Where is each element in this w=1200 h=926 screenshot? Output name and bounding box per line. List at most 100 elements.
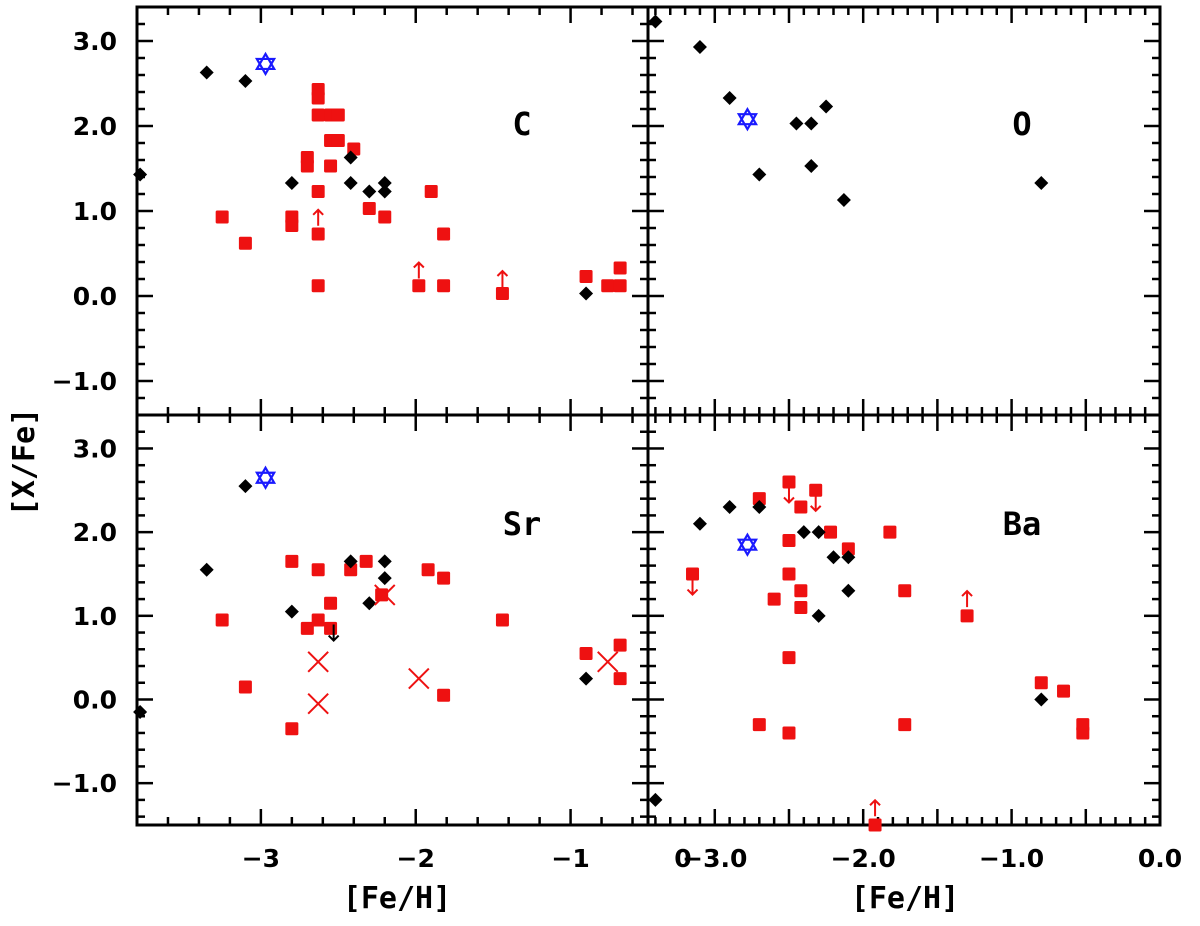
- red-square-sr: [579, 646, 593, 660]
- black-diamond-o: [804, 158, 819, 173]
- red-square-ba: [898, 584, 912, 598]
- black-diamond-sr: [377, 571, 392, 586]
- black-diamond-sr: [284, 604, 299, 619]
- red-square-sr: [238, 680, 252, 694]
- red-square-ba: [794, 584, 808, 598]
- black-diamond-o: [648, 14, 663, 29]
- red-square-ba: [794, 500, 808, 514]
- red-square-c: [412, 279, 426, 293]
- data-marks: C 3.0 2.0 1.0 0.0 −1.0 O Sr 3.0 2.0 1.0 0.0 −1.0 −3 −2…: [52, 14, 1182, 873]
- y-tick-label-c: −1.0: [52, 367, 117, 396]
- black-diamond-c: [362, 184, 377, 199]
- red-square-c: [311, 227, 325, 241]
- red-square-c: [311, 108, 325, 122]
- black-diamond-ba: [811, 525, 826, 540]
- red-square-c: [285, 218, 299, 232]
- red-square-ba: [752, 492, 766, 506]
- red-square-c: [331, 133, 345, 147]
- black-diamond-sr: [579, 671, 594, 686]
- red-up-arrow-c: [312, 208, 324, 226]
- red-square-sr: [359, 554, 373, 568]
- red-square-sr: [375, 588, 389, 602]
- red-up-arrow-c: [413, 261, 425, 279]
- black-diamond-ba: [722, 500, 737, 515]
- red-cross-sr: [374, 584, 396, 606]
- red-square-c: [362, 201, 376, 215]
- panel-title-sr: Sr: [503, 505, 542, 543]
- x-tick-label-left: −2: [397, 844, 435, 873]
- black-diamond-o: [752, 167, 767, 182]
- x-tick-label-right: −3.0: [682, 844, 747, 873]
- red-square-sr: [215, 613, 229, 627]
- red-square-ba: [883, 525, 897, 539]
- red-down-arrow-ba: [783, 486, 795, 504]
- y-tick-label-c: 2.0: [73, 112, 117, 141]
- black-diamond-ba: [841, 550, 856, 565]
- red-square-sr: [437, 688, 451, 702]
- y-tick-label-c: 3.0: [73, 27, 117, 56]
- red-square-c: [579, 269, 593, 283]
- red-up-arrow-ba: [869, 798, 881, 817]
- black-diamond-ba: [796, 525, 811, 540]
- red-square-sr: [344, 563, 358, 577]
- red-square-sr: [311, 563, 325, 577]
- blue-star-c: [254, 57, 277, 77]
- red-square-sr: [285, 554, 299, 568]
- y-tick-label-sr: 2.0: [73, 518, 117, 547]
- red-square-c: [601, 279, 615, 293]
- red-square-ba: [767, 592, 781, 606]
- red-square-sr: [613, 672, 627, 686]
- blue-star-o: [736, 107, 758, 126]
- red-cross-sr: [307, 651, 329, 673]
- black-diamond-c: [377, 184, 392, 199]
- black-diamond-sr: [199, 562, 214, 577]
- red-square-ba: [841, 542, 855, 556]
- red-up-arrow-c: [496, 269, 509, 287]
- panel-frame-c: [135, 5, 650, 417]
- red-square-c: [311, 91, 325, 105]
- red-square-sr: [437, 571, 451, 585]
- black-diamond-sr: [238, 479, 253, 494]
- red-square-c: [437, 279, 451, 293]
- red-square-c: [238, 236, 252, 250]
- black-diamond-o: [692, 39, 707, 54]
- x-axis-label-right: [Fe/H]: [851, 881, 959, 916]
- panel-frame-sr: [135, 413, 650, 827]
- red-square-sr: [285, 722, 299, 736]
- red-square-sr: [324, 621, 338, 635]
- red-square-ba: [960, 609, 974, 623]
- red-square-ba: [1034, 676, 1048, 690]
- red-square-sr: [311, 613, 325, 627]
- red-square-c: [331, 108, 345, 122]
- red-square-ba: [1057, 684, 1071, 698]
- panel-title-c: C: [512, 105, 531, 143]
- black-diamond-sr: [133, 705, 148, 720]
- red-square-c: [324, 159, 338, 173]
- red-square-sr: [421, 563, 435, 577]
- black-diamond-o: [836, 192, 851, 207]
- black-diamond-c: [343, 175, 358, 190]
- x-tick-label-right: 0.0: [1138, 844, 1182, 873]
- black-diamond-ba: [1034, 692, 1049, 707]
- red-square-c: [311, 184, 325, 198]
- red-square-ba: [868, 818, 882, 832]
- red-square-c: [424, 184, 438, 198]
- y-tick-label-c: 1.0: [73, 197, 117, 226]
- red-cross-sr: [408, 667, 430, 690]
- y-tick-label-sr: 1.0: [73, 602, 117, 631]
- black-diamond-sr: [343, 554, 358, 569]
- panel-frames: [135, 5, 1162, 827]
- red-cross-sr: [597, 651, 619, 673]
- black-diamond-o: [789, 116, 804, 131]
- black-diamond-o: [819, 99, 834, 114]
- blue-star-sr: [254, 471, 277, 490]
- black-diamond-o: [804, 116, 819, 131]
- red-up-arrow-ba: [961, 589, 973, 608]
- black-diamond-c: [579, 286, 594, 301]
- red-square-ba: [782, 475, 796, 489]
- black-diamond-o: [722, 90, 737, 105]
- black-down-arrow-sr: [327, 624, 340, 642]
- y-tick-label-sr: 3.0: [73, 434, 117, 463]
- red-square-ba: [782, 567, 796, 581]
